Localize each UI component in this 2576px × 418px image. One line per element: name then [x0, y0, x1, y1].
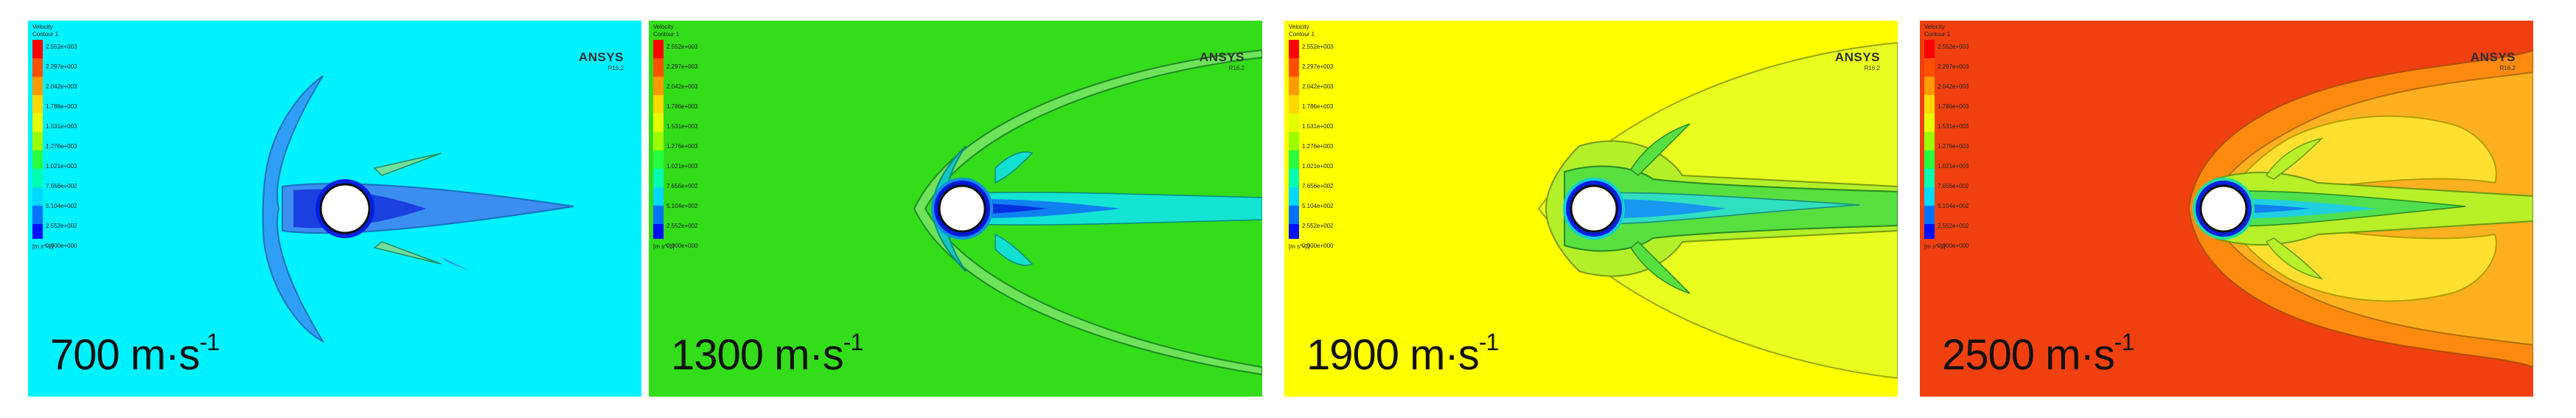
legend-tick: 1.531e+003: [1938, 123, 1969, 130]
legend-title: Velocity Contour 1: [1289, 24, 1315, 38]
logo-brand: ANSYS: [2470, 50, 2516, 64]
legend-tick: 2.297e+003: [666, 63, 698, 70]
color-legend: Velocity Contour 1 2.552e+003 2.297e+003…: [1289, 24, 1346, 259]
legend-tick: 2.297e+003: [1938, 63, 1969, 70]
speed-label: 1900 m·s-1: [1306, 328, 1499, 379]
ansys-logo: ANSYS R16.2: [1835, 50, 1880, 72]
legend-tick: 7.656e+002: [1938, 183, 1969, 189]
legend-unit: [m s^-1]: [1289, 243, 1310, 250]
velocity-contour-field: [649, 21, 1262, 397]
logo-version: R16.2: [1864, 65, 1880, 72]
contour-panel-1300: Velocity Contour 1 2.552e+003 2.297e+003…: [649, 21, 1262, 397]
speed-label: 700 m·s-1: [50, 328, 220, 379]
logo-version: R16.2: [1228, 65, 1245, 72]
legend-tick: 1.786e+003: [46, 103, 77, 110]
legend-tick: 1.276e+003: [1938, 143, 1969, 150]
contour-panel-1900: Velocity Contour 1 2.552e+003 2.297e+003…: [1284, 21, 1898, 397]
legend-tick: 2.042e+003: [46, 83, 77, 90]
legend-tick: 1.531e+003: [1302, 123, 1334, 130]
speed-label: 2500 m·s-1: [1942, 328, 2134, 379]
color-legend: Velocity Contour 1 2.552e+003 2.297e+003…: [1924, 24, 1982, 259]
legend-title: Velocity Contour 1: [653, 24, 680, 38]
logo-brand: ANSYS: [578, 50, 624, 64]
legend-colorbar: [1289, 40, 1299, 239]
legend-tick: 2.042e+003: [1302, 83, 1334, 90]
legend-tick: 2.042e+003: [1938, 83, 1969, 90]
legend-tick: 1.021e+003: [1938, 163, 1969, 170]
logo-version: R16.2: [608, 65, 624, 72]
legend-tick: 1.021e+003: [666, 163, 698, 170]
logo-brand: ANSYS: [1199, 50, 1245, 64]
legend-tick: 0.000e+000: [1938, 243, 1969, 249]
legend-tick: 1.021e+003: [1302, 163, 1334, 170]
legend-title: Velocity Contour 1: [1924, 24, 1951, 38]
logo-brand: ANSYS: [1834, 50, 1880, 64]
legend-tick: 0.000e+000: [666, 243, 698, 249]
legend-tick: 0.000e+000: [46, 243, 77, 249]
velocity-contour-field: [1284, 21, 1898, 397]
legend-unit: [m s^-1]: [1924, 243, 1946, 250]
velocity-contour-field: [28, 21, 641, 397]
legend-unit: [m s^-1]: [32, 243, 54, 250]
color-legend: Velocity Contour 1 2.552e+003 2.297e+003…: [653, 24, 711, 259]
legend-tick: 2.042e+003: [666, 83, 698, 90]
legend-title: Velocity Contour 1: [32, 24, 59, 38]
color-legend: Velocity Contour 1 2.552e+003 2.297e+003…: [32, 24, 90, 259]
speed-label: 1300 m·s-1: [671, 328, 863, 379]
legend-colorbar: [1924, 40, 1935, 239]
legend-tick: 7.656e+002: [46, 183, 77, 189]
legend-tick: 2.552e+002: [666, 223, 698, 229]
legend-tick: 5.104e+002: [666, 203, 698, 209]
legend-tick: 5.104e+002: [46, 203, 77, 209]
ansys-logo: ANSYS R16.2: [579, 50, 624, 72]
legend-tick: 0.000e+000: [1302, 243, 1334, 249]
legend-tick: 7.656e+002: [1302, 183, 1334, 189]
legend-tick: 2.552e+003: [666, 43, 698, 50]
legend-colorbar: [653, 40, 664, 239]
legend-tick: 1.531e+003: [46, 123, 77, 130]
legend-tick: 1.786e+003: [666, 103, 698, 110]
logo-version: R16.2: [2499, 65, 2516, 72]
legend-tick: 1.276e+003: [46, 143, 77, 150]
legend-tick: 2.552e+002: [1938, 223, 1969, 229]
legend-tick: 1.021e+003: [46, 163, 77, 170]
ansys-logo: ANSYS R16.2: [1200, 50, 1245, 72]
legend-tick: 5.104e+002: [1938, 203, 1969, 209]
legend-tick: 2.552e+003: [46, 43, 77, 50]
legend-tick: 1.531e+003: [666, 123, 698, 130]
legend-tick: 2.297e+003: [1302, 63, 1334, 70]
legend-tick: 2.552e+002: [1302, 223, 1334, 229]
contour-panel-700: Velocity Contour 1 2.552e+003 2.297e+003…: [28, 21, 641, 397]
legend-tick: 5.104e+002: [1302, 203, 1334, 209]
legend-tick: 2.552e+003: [1938, 43, 1969, 50]
legend-tick: 1.786e+003: [1938, 103, 1969, 110]
ansys-logo: ANSYS R16.2: [2471, 50, 2516, 72]
legend-tick: 2.552e+003: [1302, 43, 1334, 50]
legend-tick: 2.552e+002: [46, 223, 77, 229]
legend-tick: 1.276e+003: [1302, 143, 1334, 150]
legend-tick: 7.656e+002: [666, 183, 698, 189]
contour-panel-2500: Velocity Contour 1 2.552e+003 2.297e+003…: [1920, 21, 2533, 397]
velocity-contour-field: [1920, 21, 2533, 397]
legend-tick: 1.786e+003: [1302, 103, 1334, 110]
legend-tick: 2.297e+003: [46, 63, 77, 70]
legend-tick: 1.276e+003: [666, 143, 698, 150]
legend-unit: [m s^-1]: [653, 243, 675, 250]
legend-colorbar: [32, 40, 43, 239]
